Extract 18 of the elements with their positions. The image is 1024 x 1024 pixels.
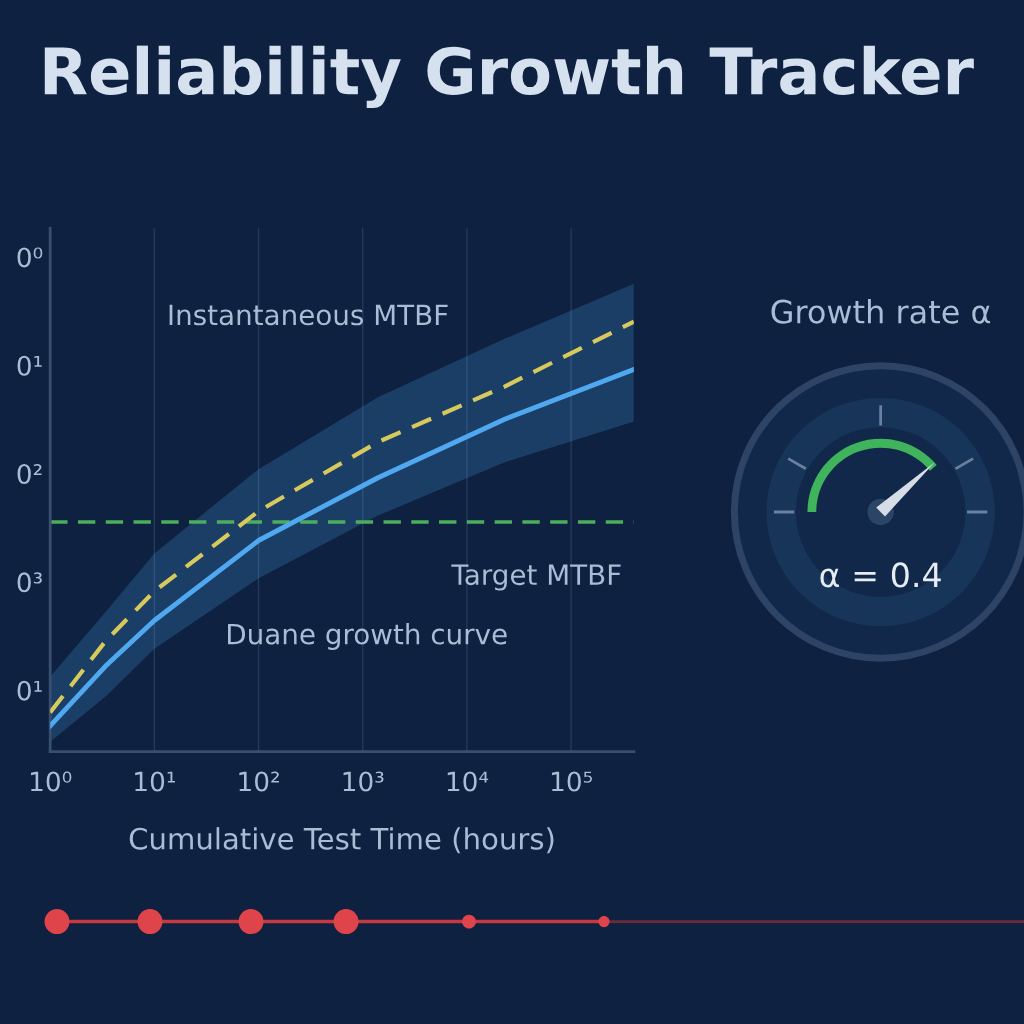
x-tick-label: 10¹ [135,771,175,792]
text: Instantaneous MTBF [169,304,448,326]
x-tick-label: 10⁴ [447,771,489,792]
x-tick-label: 10³ [343,771,384,792]
series-label: Duane growth curve [228,623,507,650]
x-tick-label: 10⁵ [551,771,592,792]
text: 0⁰ [17,247,43,268]
text: 0¹ [17,355,42,376]
ref-line-label: Target MTBF [451,564,621,591]
text: 0¹ [17,680,42,701]
text: 0³ [17,572,42,593]
text: Growth rate α [771,299,991,324]
x-axis-title: Cumulative Test Time (hours) [129,827,554,854]
x-tick-label: 10² [239,771,279,792]
text: α = 0.4 [820,562,941,588]
chart-title: Reliability Growth Tracker [44,45,974,108]
x-tick-label: 10⁰ [30,771,72,792]
text: 0² [17,464,42,485]
